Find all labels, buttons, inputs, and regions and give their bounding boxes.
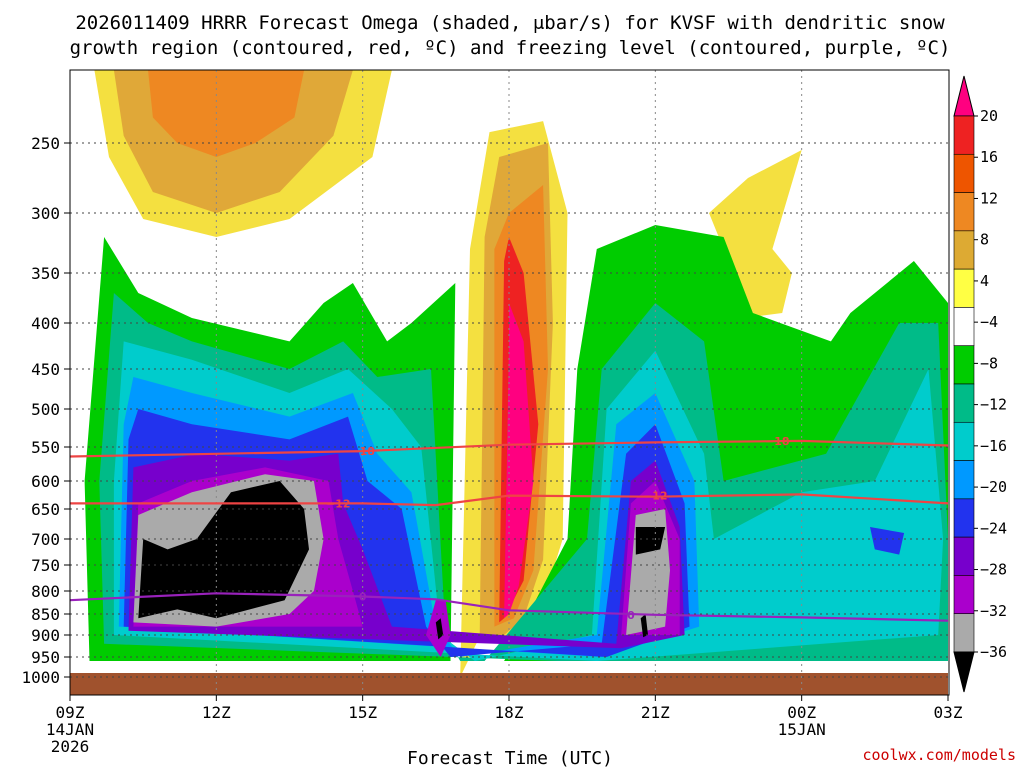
x-tick-label: 12Z [202,703,231,722]
colorbar-label: −32 [980,602,1007,620]
omega-region-22 [870,527,905,555]
y-tick-label: 900 [31,626,60,645]
isotherm-label: −12 [326,497,351,510]
y-tick-label: 750 [31,556,60,575]
colorbar-bottom-arrow [953,651,975,693]
colorbar-label: −20 [980,478,1007,496]
isotherm-line-1 [70,493,949,507]
grid [70,70,949,695]
y-tick-label: 250 [31,134,60,153]
colorbar-swatch [953,268,975,308]
x-tick-date: 15JAN [778,720,826,739]
isotherm-label: 0 [359,591,367,604]
colorbar-label: −16 [980,437,1007,455]
x-tick-year: 2026 [51,737,90,756]
isotherm-label: −18 [765,435,790,448]
colorbar-swatch [953,115,975,155]
colorbar-label: −12 [980,396,1007,414]
chart-title-line2: growth region (contoured, red, ºC) and f… [70,37,951,59]
credit-link[interactable]: coolwx.com/models [862,746,1016,764]
colorbar-swatch [953,307,975,347]
y-tick-label: 700 [31,530,60,549]
x-axis-label: Forecast Time (UTC) [407,748,613,768]
isotherm-label: −18 [350,445,375,458]
y-tick-label: 500 [31,400,60,419]
colorbar-label: 12 [980,189,998,207]
colorbar-swatch [953,345,975,385]
omega-region-7 [504,303,534,619]
omega-region-21 [635,527,666,555]
isotherm-line-2 [69,592,949,622]
isotherm-label: 0 [627,609,635,622]
chart-title-line1: 2026011409 HRRR Forecast Omega (shaded, … [75,12,945,34]
colorbar-swatch [953,536,975,576]
contours: −18 −18 −12 −12 0 0 [69,435,949,622]
x-tick-label: 03Z [934,703,963,722]
colorbar-swatch [953,421,975,461]
colorbar-label: −36 [980,643,1007,661]
y-tick-label: 850 [31,605,60,624]
x-tick-label: 15Z [348,703,377,722]
colorbar-swatch [953,230,975,270]
y-tick-label: 600 [31,472,60,491]
x-tick-label: 00Z [787,703,816,722]
omega-region-20 [138,481,309,619]
isotherm-line-0 [69,439,949,458]
colorbar-swatch [953,383,975,423]
colorbar-label: 4 [980,272,989,290]
colorbar-swatch [953,575,975,615]
colorbar-swatch [953,192,975,232]
colorbar-label: 16 [980,148,998,166]
x-tick-label: 09Z [56,703,85,722]
y-tick-label: 300 [31,204,60,223]
omega-region-24 [640,614,648,638]
colorbar-swatch [953,460,975,500]
colorbar-swatch [953,613,975,653]
y-tick-label: 550 [31,438,60,457]
x-tick-label: 21Z [641,703,670,722]
omega-region-2 [148,70,305,157]
x-tick-date: 14JAN [46,720,94,739]
y-tick-label: 450 [31,360,60,379]
x-tick-label: 18Z [495,703,524,722]
y-tick-label: 650 [31,500,60,519]
y-tick-label: 1000 [21,668,60,687]
colorbar-label: 8 [980,231,989,249]
omega-region-8 [709,150,802,318]
y-axis: 250 300 350 400 450 500 550 600 650 700 750 800 850 9… [21,134,70,687]
colorbar-label: −4 [980,313,998,331]
colorbar-label: −24 [980,519,1007,537]
colorbar-label: −8 [980,354,998,372]
y-tick-label: 400 [31,314,60,333]
omega-region-23 [435,618,444,640]
colorbar: 20 16 12 8 4 −4 −8 −12 −16 −20 −24 −28 −32 −36 [953,75,1007,693]
colorbar-label: −28 [980,561,1007,579]
y-tick-label: 950 [31,648,60,667]
colorbar-label: 20 [980,107,998,125]
isotherm-label: −12 [643,490,668,503]
colorbar-swatch [953,498,975,538]
y-tick-label: 350 [31,264,60,283]
y-tick-label: 800 [31,582,60,601]
colorbar-swatch [953,153,975,193]
colorbar-top-arrow [953,75,975,117]
